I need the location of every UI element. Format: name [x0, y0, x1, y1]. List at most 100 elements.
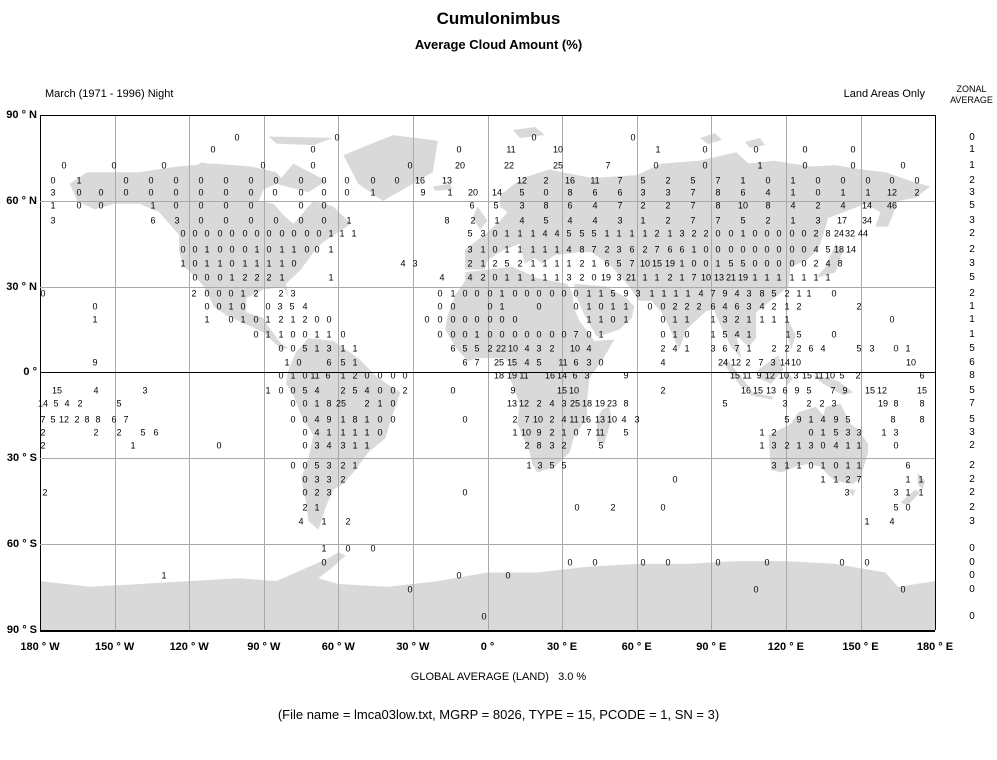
x-tick-label: 60 ° E — [621, 641, 652, 653]
value-cell: 0 — [437, 288, 443, 299]
value-cell: 1 — [806, 288, 812, 299]
value-cell: 7 — [690, 215, 696, 226]
value-cell: 5 — [352, 385, 358, 396]
land-severnaya — [700, 133, 722, 144]
value-cell: 0 — [703, 244, 709, 255]
value-cell: 6 — [722, 343, 728, 354]
value-cell: 4 — [364, 385, 370, 396]
value-cell: 2 — [914, 187, 920, 198]
value-cell: 1 — [321, 543, 327, 554]
value-cell: 8 — [919, 398, 925, 409]
value-cell: 9 — [510, 385, 516, 396]
file-info-label: (File name = lmca03low.txt, MGRP = 8026,… — [277, 707, 720, 722]
value-cell: 6 — [734, 301, 740, 312]
value-cell: 3 — [412, 258, 418, 269]
value-cell: 0 — [248, 200, 254, 211]
value-cell: 6 — [325, 370, 331, 381]
value-cell: 16 — [580, 414, 592, 425]
x-tick-label: 120 ° E — [767, 641, 804, 653]
value-cell: 0 — [240, 301, 246, 312]
value-cell: 0 — [462, 288, 468, 299]
zonal-average-value: 2 — [969, 460, 975, 471]
value-cell: 1 — [642, 228, 648, 239]
value-cell: 9 — [833, 414, 839, 425]
land-novosibirsk-islands — [745, 138, 765, 148]
value-cell: 0 — [248, 175, 254, 186]
value-cell: 0 — [321, 215, 327, 226]
value-cell: 2 — [796, 301, 802, 312]
value-cell: 1 — [796, 460, 802, 471]
value-cell: 2 — [340, 474, 346, 485]
value-cell: 2 — [665, 215, 671, 226]
value-cell: 1 — [364, 414, 370, 425]
value-cell: 3 — [679, 228, 685, 239]
value-cell: 4 — [820, 414, 826, 425]
x-tick-label: 30 ° W — [396, 641, 430, 653]
value-cell: 3 — [467, 244, 473, 255]
value-cell: 3 — [277, 301, 283, 312]
value-cell: 1 — [554, 258, 560, 269]
value-cell: 14 — [779, 357, 791, 368]
value-cell: 0 — [715, 244, 721, 255]
value-cell: 5 — [561, 460, 567, 471]
value-cell: 0 — [753, 144, 759, 155]
value-cell: 5 — [462, 343, 468, 354]
value-cell: 1 — [370, 187, 376, 198]
value-cell: 0 — [76, 200, 82, 211]
zonal-average-value: 6 — [969, 357, 975, 368]
value-cell: 5 — [543, 215, 549, 226]
value-cell: 1 — [640, 215, 646, 226]
value-cell: 0 — [253, 329, 259, 340]
value-cell: 0 — [900, 160, 906, 171]
value-cell: 0 — [839, 557, 845, 568]
land-madagascar — [596, 406, 612, 444]
value-cell: 10 — [569, 343, 581, 354]
value-cell: 1 — [746, 329, 752, 340]
value-cell: 1 — [776, 272, 782, 283]
value-cell: 6 — [679, 244, 685, 255]
value-cell: 1 — [204, 258, 210, 269]
value-cell: 1 — [279, 258, 285, 269]
value-cell: 12 — [516, 175, 528, 186]
zonal-average-value: 1 — [969, 144, 975, 155]
value-cell: 2 — [549, 414, 555, 425]
value-cell: 1 — [691, 244, 697, 255]
value-cell: 7 — [617, 200, 623, 211]
value-cell: 0 — [753, 584, 759, 595]
value-cell: 1 — [480, 258, 486, 269]
zonal-average-value: 2 — [969, 487, 975, 498]
y-tick-label: 60 ° N — [6, 194, 37, 207]
value-cell: 6 — [740, 187, 746, 198]
x-tick-label: 30 ° E — [547, 641, 578, 653]
value-cell: 0 — [536, 288, 542, 299]
value-cell: 0 — [316, 228, 322, 239]
value-cell: 11 — [595, 427, 605, 438]
value-cell: 1 — [314, 502, 320, 513]
value-cell: 18 — [833, 244, 845, 255]
value-cell: 3 — [722, 314, 728, 325]
value-cell: 5 — [116, 398, 122, 409]
y-tick-label: 30 ° N — [6, 280, 37, 293]
value-cell: 7 — [629, 258, 635, 269]
value-cell: 7 — [586, 427, 592, 438]
value-cell: 1 — [598, 314, 604, 325]
value-cell: 9 — [756, 370, 762, 381]
value-cell: 1 — [526, 460, 532, 471]
value-cell: 2 — [703, 228, 709, 239]
value-cell: 0 — [223, 175, 229, 186]
value-cell: 0 — [223, 200, 229, 211]
value-cell: 0 — [40, 288, 46, 299]
value-cell: 0 — [173, 200, 179, 211]
value-cell: 3 — [290, 288, 296, 299]
value-cell: 5 — [728, 258, 734, 269]
value-cell: 11 — [519, 370, 529, 381]
value-cell: 0 — [302, 440, 308, 451]
value-cell: 0 — [302, 370, 308, 381]
grid-parallel — [40, 115, 935, 116]
value-cell: 0 — [123, 187, 129, 198]
value-cell: 0 — [216, 301, 222, 312]
value-cell: 4 — [790, 200, 796, 211]
value-cell: 0 — [474, 288, 480, 299]
value-cell: 0 — [512, 288, 518, 299]
value-cell: 0 — [302, 398, 308, 409]
